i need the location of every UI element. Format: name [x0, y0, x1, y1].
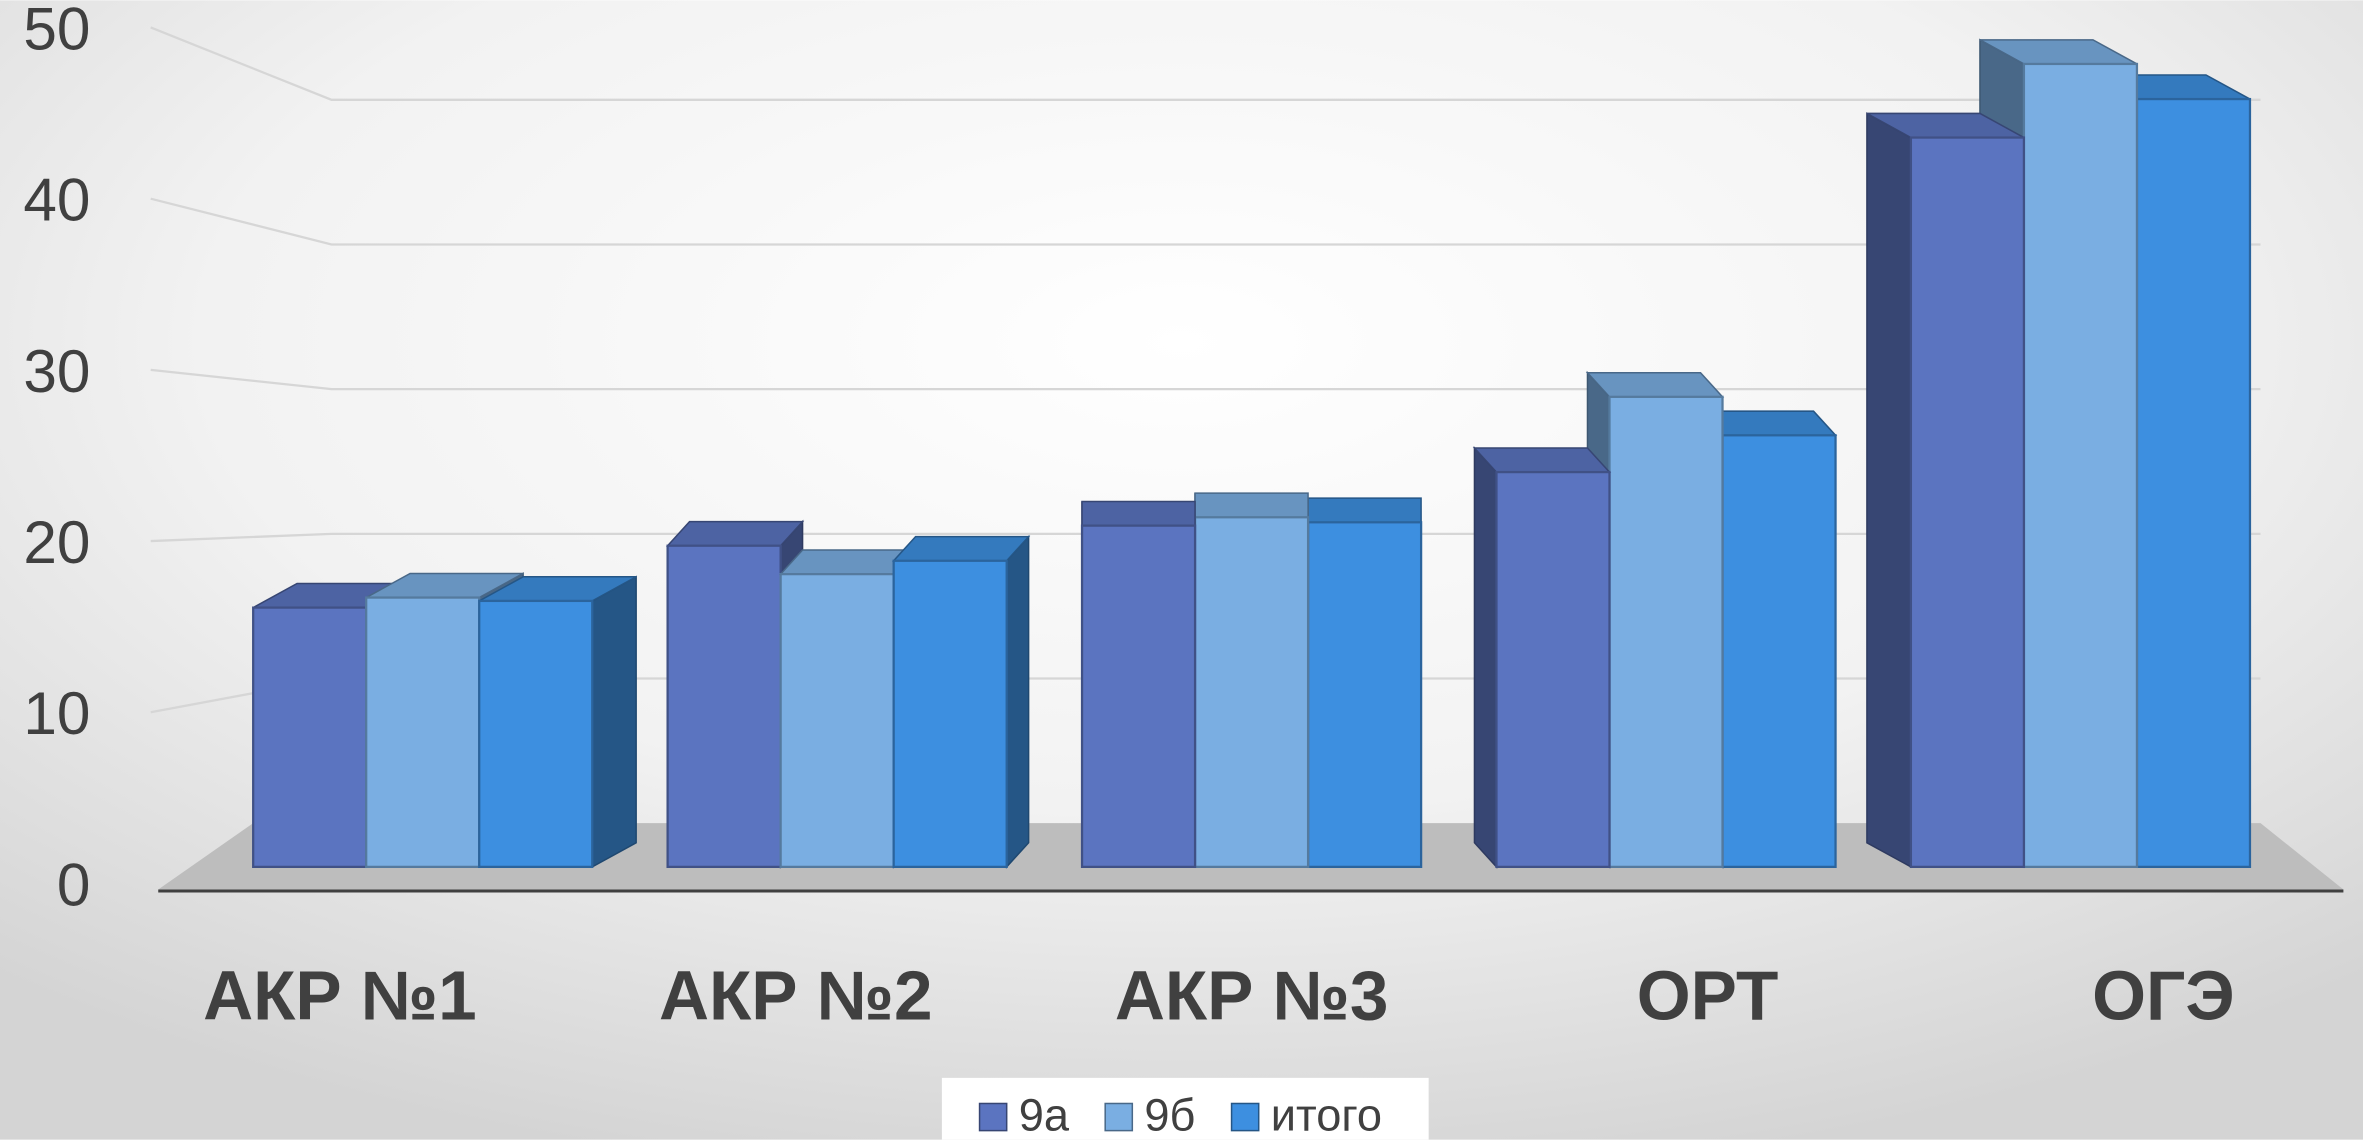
- bar-top: [894, 537, 1029, 561]
- bar: [1082, 502, 1195, 867]
- bar-front: [894, 561, 1007, 867]
- legend-label: 9а: [1019, 1089, 1070, 1140]
- legend-label: 9б: [1144, 1089, 1195, 1140]
- legend-swatch: [1232, 1103, 1259, 1130]
- bar-front: [1723, 435, 1836, 867]
- bar-top: [1587, 373, 1722, 397]
- legend-label: итого: [1271, 1089, 1382, 1140]
- bar: [1308, 498, 1421, 867]
- bar-side: [1867, 113, 1911, 866]
- bar-top: [1082, 502, 1195, 526]
- x-tick-label: АКР №3: [1115, 956, 1389, 1034]
- y-tick-label: 0: [57, 850, 91, 918]
- bar-top: [1474, 448, 1609, 472]
- bar-front: [1195, 517, 1308, 867]
- x-tick-label: АКР №2: [659, 956, 933, 1034]
- bar-front: [2137, 99, 2250, 867]
- legend-swatch: [1105, 1103, 1132, 1130]
- legend-swatch: [980, 1103, 1007, 1130]
- bar: [894, 537, 1029, 867]
- bar-side: [1474, 448, 1496, 867]
- bar: [1867, 113, 2024, 866]
- x-tick-label: ОРТ: [1637, 956, 1779, 1034]
- bar-front: [781, 574, 894, 867]
- bar-front: [1496, 472, 1609, 867]
- bar-front: [1082, 526, 1195, 867]
- bar-side: [1007, 537, 1029, 867]
- bar: [1195, 493, 1308, 867]
- x-tick-label: АКР №1: [203, 956, 477, 1034]
- bar-front: [2024, 64, 2137, 867]
- bar-front: [366, 598, 479, 867]
- bar-top: [668, 522, 803, 546]
- bar-front: [1609, 397, 1722, 867]
- y-tick-label: 20: [23, 508, 90, 576]
- y-tick-label: 50: [23, 0, 90, 62]
- bar: [1474, 448, 1609, 867]
- bar-front: [1308, 522, 1421, 867]
- bar-side: [592, 577, 636, 867]
- y-tick-label: 40: [23, 166, 90, 234]
- bar-front: [253, 608, 366, 867]
- x-tick-label: ОГЭ: [2092, 956, 2235, 1034]
- bar-top: [1195, 493, 1308, 517]
- bar-top: [1308, 498, 1421, 522]
- bar-front: [479, 601, 592, 867]
- y-tick-label: 30: [23, 337, 90, 405]
- bar-front: [1911, 138, 2024, 867]
- bar: [479, 577, 636, 867]
- bar-front: [668, 546, 781, 867]
- y-tick-label: 10: [23, 679, 90, 747]
